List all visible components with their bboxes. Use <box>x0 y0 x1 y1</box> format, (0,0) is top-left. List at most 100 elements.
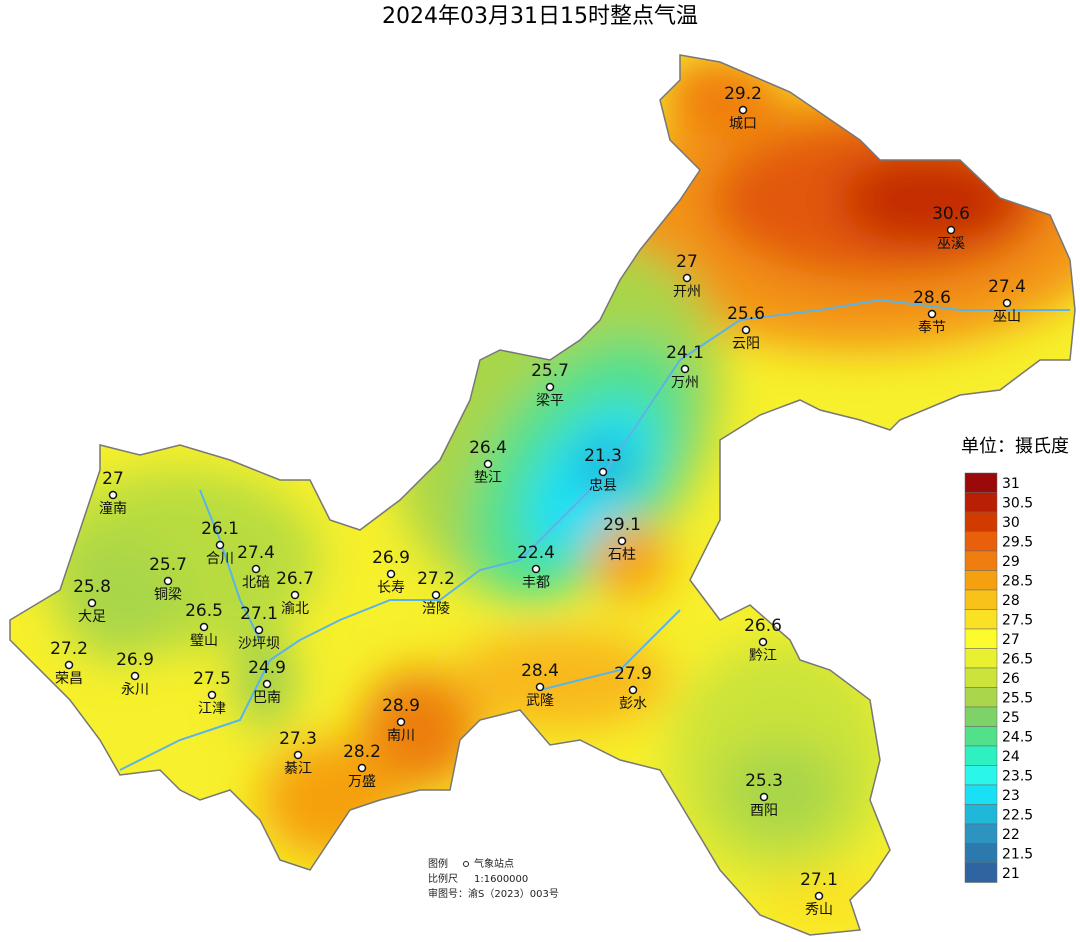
station-marker <box>254 625 264 635</box>
station-name: 酉阳 <box>750 803 778 819</box>
station-marker <box>215 540 225 550</box>
station-name: 秀山 <box>805 902 833 918</box>
legend-swatch <box>964 472 998 493</box>
station-value: 25.3 <box>745 771 783 791</box>
legend-label: 21.5 <box>1002 846 1033 862</box>
station-value: 26.6 <box>744 616 782 636</box>
station-marker <box>64 660 74 670</box>
station-name: 奉节 <box>918 320 946 336</box>
station-value: 27.4 <box>988 277 1026 297</box>
legend-swatch <box>964 550 998 571</box>
legend-label: 25.5 <box>1002 690 1033 706</box>
station-marker <box>758 637 768 647</box>
station-marker <box>531 564 541 574</box>
legend-swatch <box>964 784 998 805</box>
station-marker <box>814 891 824 901</box>
station-marker <box>293 750 303 760</box>
station-marker <box>483 459 493 469</box>
legend-swatch <box>964 687 998 708</box>
station-name: 黔江 <box>749 648 777 664</box>
legend-swatch <box>964 589 998 610</box>
station-marker <box>682 273 692 283</box>
station-value: 27.4 <box>237 543 275 563</box>
station-name: 沙坪坝 <box>238 636 280 652</box>
station-marker <box>108 490 118 500</box>
station-marker <box>759 792 769 802</box>
station-value: 27.5 <box>193 669 231 689</box>
legend-label: 26.5 <box>1002 651 1033 667</box>
station-marker <box>598 467 608 477</box>
legend-label: 29 <box>1002 554 1020 570</box>
map-title: 2024年03月31日15时整点气温 <box>382 4 698 29</box>
station-marker <box>738 105 748 115</box>
legend-label: 30 <box>1002 515 1020 531</box>
station-name: 北碚 <box>242 575 270 591</box>
station-marker <box>545 382 555 392</box>
legend-swatch <box>964 843 998 864</box>
station-name: 永川 <box>121 682 149 698</box>
station-marker <box>130 671 140 681</box>
station-name: 石柱 <box>608 547 636 563</box>
station-value: 27.1 <box>800 870 838 890</box>
station-name: 南川 <box>387 728 415 744</box>
station-value: 24.1 <box>666 343 704 363</box>
legend-label: 23 <box>1002 788 1020 804</box>
legend-label: 26 <box>1002 671 1020 687</box>
station-value: 27 <box>676 252 698 272</box>
legend-swatch <box>964 492 998 513</box>
legend-unit: 单位：摄氏度 <box>961 436 1069 457</box>
footer: 图例 气象站点 比例尺 1:1600000 审图号：渝S（2023）003号 <box>428 857 559 900</box>
legend-swatch <box>964 648 998 669</box>
station-value: 27.9 <box>614 664 652 684</box>
legend-label: 23.5 <box>1002 768 1033 784</box>
station-name: 巫溪 <box>937 236 965 252</box>
station-value: 28.9 <box>382 696 420 716</box>
station-marker <box>396 717 406 727</box>
station-name: 大足 <box>78 609 106 625</box>
rivers <box>119 298 1070 771</box>
legend-swatch <box>964 667 998 688</box>
station-marker <box>431 590 441 600</box>
legend-label: 22 <box>1002 827 1020 843</box>
station-value: 27.2 <box>417 569 455 589</box>
station-marker <box>163 576 173 586</box>
station-marker <box>617 536 627 546</box>
station-name: 江津 <box>198 701 226 717</box>
legend-swatch <box>964 706 998 727</box>
station-marker <box>251 564 261 574</box>
legend-swatch <box>964 511 998 532</box>
station-marker <box>357 763 367 773</box>
station-value: 30.6 <box>932 204 970 224</box>
legend-label: 29.5 <box>1002 534 1033 550</box>
station-marker <box>946 225 956 235</box>
station-name: 万盛 <box>348 774 376 790</box>
station-marker <box>199 622 209 632</box>
station-name: 武隆 <box>526 693 554 709</box>
boundary <box>9 54 1076 936</box>
station-marker <box>386 569 396 579</box>
legend-label: 31 <box>1002 476 1020 492</box>
station-value: 28.2 <box>343 742 381 762</box>
footer-legend-symbol <box>463 861 469 867</box>
station-name: 梁平 <box>536 393 564 409</box>
station-value: 27 <box>102 469 124 489</box>
station-marker <box>535 682 545 692</box>
station-name: 璧山 <box>190 632 218 649</box>
station-value: 25.7 <box>531 361 569 381</box>
station-marker <box>628 685 638 695</box>
station-name: 忠县 <box>589 478 617 494</box>
station-value: 25.7 <box>149 555 187 575</box>
footer-scale-label: 比例尺 <box>428 872 458 885</box>
station-name: 涪陵 <box>422 601 450 617</box>
station-value: 28.4 <box>521 661 559 681</box>
station-value: 28.6 <box>913 288 951 308</box>
station-name: 彭水 <box>619 696 647 712</box>
legend-swatch <box>964 570 998 591</box>
station-value: 26.7 <box>276 569 314 589</box>
station-name: 长寿 <box>377 579 405 596</box>
footer-legend-item: 气象站点 <box>474 857 514 870</box>
footer-scale: 1:1600000 <box>474 874 528 885</box>
